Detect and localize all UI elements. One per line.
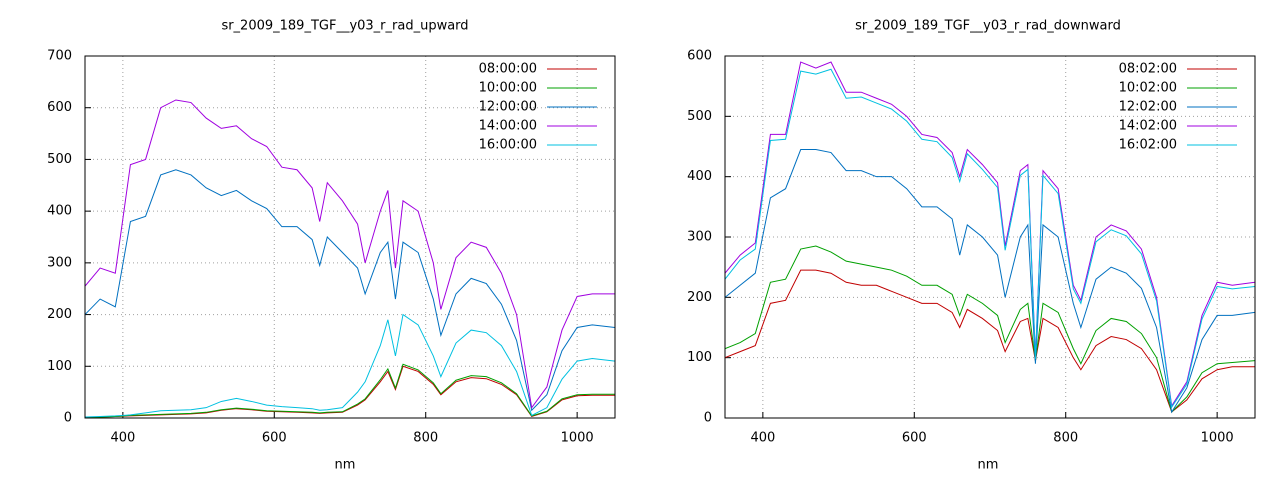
y-tick-label: 0 xyxy=(64,411,72,426)
legend-label: 14:00:00 xyxy=(479,119,537,134)
chart-title: sr_2009_189_TGF__y03_r_rad_upward xyxy=(221,19,468,34)
legend-label: 12:00:00 xyxy=(479,100,537,115)
x-tick-label: 600 xyxy=(902,431,927,446)
series-line xyxy=(85,313,615,418)
legend-label: 14:02:00 xyxy=(1119,119,1177,134)
y-tick-label: 500 xyxy=(47,152,72,167)
y-tick-label: 100 xyxy=(47,359,72,374)
y-tick-label: 400 xyxy=(47,204,72,219)
legend-label: 10:02:00 xyxy=(1119,81,1177,96)
y-tick-label: 0 xyxy=(704,411,712,426)
y-tick-label: 700 xyxy=(47,49,72,64)
y-tick-label: 500 xyxy=(687,109,712,124)
series-line xyxy=(85,365,615,418)
x-tick-label: 1000 xyxy=(561,431,594,446)
x-tick-label: 800 xyxy=(1053,431,1078,446)
y-tick-label: 300 xyxy=(687,230,712,245)
x-axis-label: nm xyxy=(978,458,999,473)
x-tick-label: 400 xyxy=(750,431,775,446)
series-line xyxy=(85,99,615,409)
x-axis-label: nm xyxy=(335,458,356,473)
series-line xyxy=(725,245,1255,413)
series-line xyxy=(85,169,615,412)
y-tick-label: 600 xyxy=(687,49,712,64)
plot-frame xyxy=(84,55,616,419)
x-tick-label: 1000 xyxy=(1201,431,1234,446)
y-tick-label: 100 xyxy=(687,350,712,365)
series-line xyxy=(725,269,1255,413)
plot-frame xyxy=(724,55,1256,419)
legend-label: 10:00:00 xyxy=(479,81,537,96)
y-tick-label: 200 xyxy=(47,307,72,322)
chart-title: sr_2009_189_TGF__y03_r_rad_downward xyxy=(855,19,1121,34)
x-tick-label: 600 xyxy=(262,431,287,446)
series-line xyxy=(725,61,1255,408)
x-tick-label: 800 xyxy=(413,431,438,446)
series-line xyxy=(725,68,1255,409)
legend-label: 16:02:00 xyxy=(1119,138,1177,153)
series-line xyxy=(725,149,1255,414)
legend-label: 12:02:00 xyxy=(1119,100,1177,115)
series-line xyxy=(85,363,615,418)
y-tick-label: 200 xyxy=(687,290,712,305)
legend-label: 16:00:00 xyxy=(479,138,537,153)
legend-label: 08:00:00 xyxy=(479,62,537,77)
y-tick-label: 600 xyxy=(47,100,72,115)
y-tick-label: 400 xyxy=(687,169,712,184)
x-tick-label: 400 xyxy=(110,431,135,446)
y-tick-label: 300 xyxy=(47,255,72,270)
legend-label: 08:02:00 xyxy=(1119,62,1177,77)
